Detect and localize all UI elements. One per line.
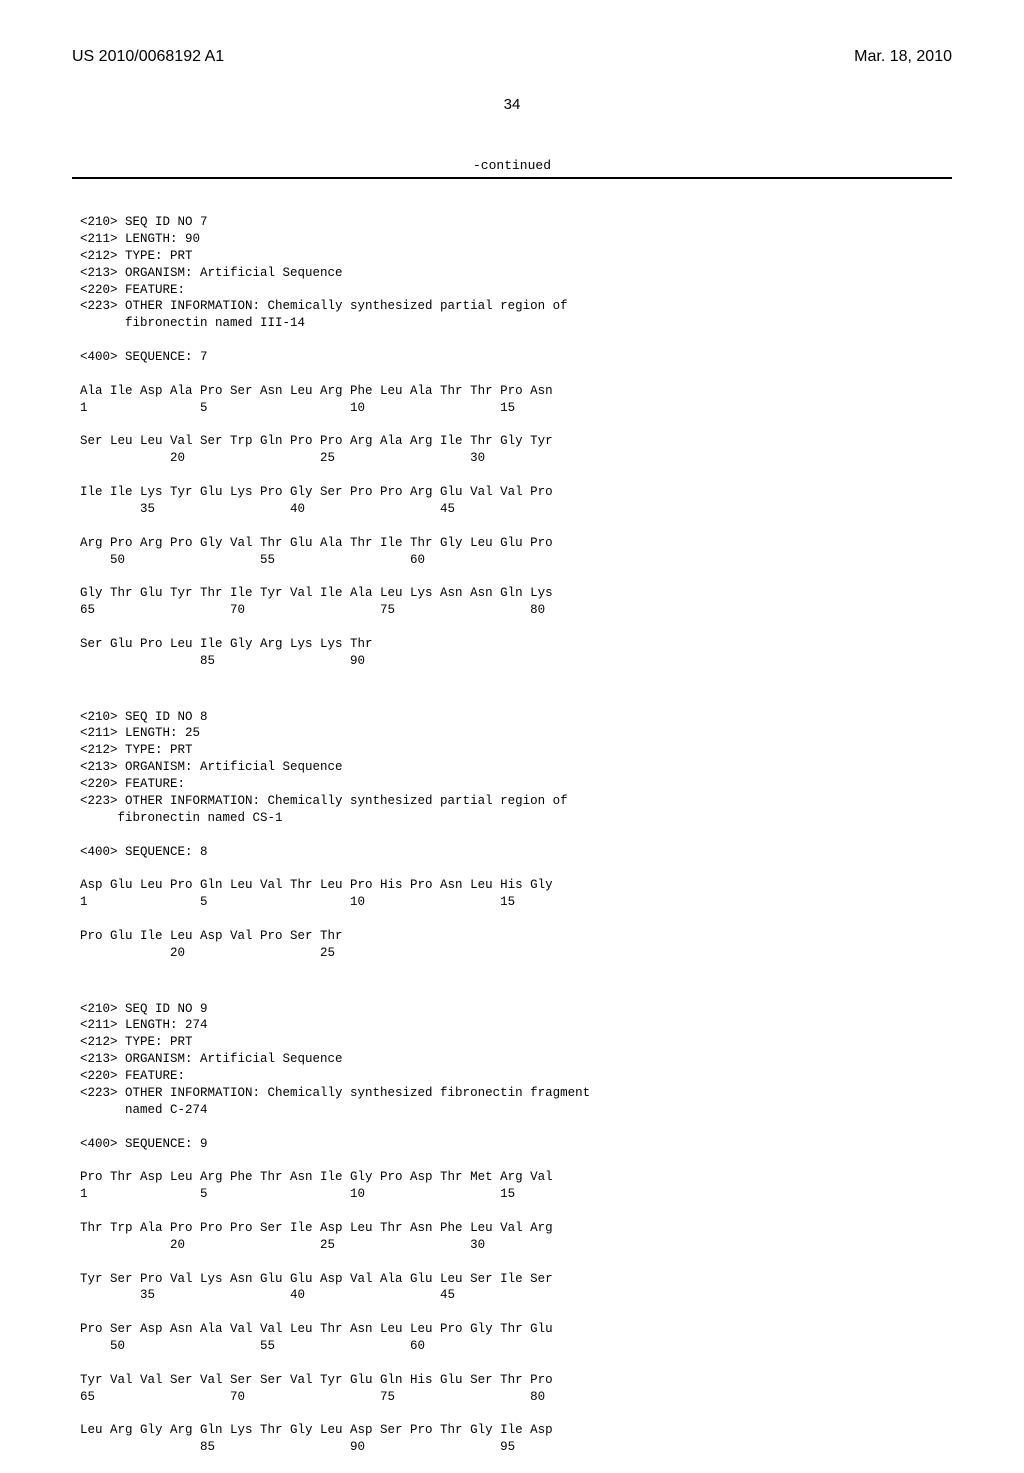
- amino-acid-row: Tyr Val Val Ser Val Ser Ser Val Tyr Glu …: [80, 1372, 952, 1389]
- sequence-header: <400> SEQUENCE: 9: [80, 1136, 952, 1153]
- position-row: 1 5 10 15: [80, 400, 952, 417]
- position-row: 50 55 60: [80, 552, 952, 569]
- meta-line: <213> ORGANISM: Artificial Sequence: [80, 265, 952, 282]
- sequence-block: <210> SEQ ID NO 7<211> LENGTH: 90<212> T…: [80, 214, 952, 687]
- meta-line: <212> TYPE: PRT: [80, 742, 952, 759]
- amino-acid-row: Pro Thr Asp Leu Arg Phe Thr Asn Ile Gly …: [80, 1169, 952, 1186]
- position-row: 20 25: [80, 945, 952, 962]
- meta-line: fibronectin named CS-1: [80, 810, 952, 827]
- amino-acid-row: Tyr Ser Pro Val Lys Asn Glu Glu Asp Val …: [80, 1271, 952, 1288]
- header: US 2010/0068192 A1 Mar. 18, 2010: [72, 48, 952, 66]
- meta-line: <213> ORGANISM: Artificial Sequence: [80, 1051, 952, 1068]
- meta-line: named C-274: [80, 1102, 952, 1119]
- meta-line: <211> LENGTH: 274: [80, 1017, 952, 1034]
- meta-line: <212> TYPE: PRT: [80, 248, 952, 265]
- sequence-listing: <210> SEQ ID NO 7<211> LENGTH: 90<212> T…: [72, 214, 952, 1473]
- meta-line: <220> FEATURE:: [80, 282, 952, 299]
- meta-line: fibronectin named III-14: [80, 315, 952, 332]
- meta-line: <213> ORGANISM: Artificial Sequence: [80, 759, 952, 776]
- amino-acid-row: Thr Trp Ala Pro Pro Pro Ser Ile Asp Leu …: [80, 1220, 952, 1237]
- position-row: 1 5 10 15: [80, 1186, 952, 1203]
- sequence-header: <400> SEQUENCE: 8: [80, 844, 952, 861]
- meta-line: <220> FEATURE:: [80, 776, 952, 793]
- position-row: 1 5 10 15: [80, 894, 952, 911]
- meta-line: <223> OTHER INFORMATION: Chemically synt…: [80, 1085, 952, 1102]
- position-row: 35 40 45: [80, 1287, 952, 1304]
- meta-line: <212> TYPE: PRT: [80, 1034, 952, 1051]
- position-row: 20 25 30: [80, 1237, 952, 1254]
- amino-acid-row: Pro Ser Asp Asn Ala Val Val Leu Thr Asn …: [80, 1321, 952, 1338]
- meta-line: <210> SEQ ID NO 7: [80, 214, 952, 231]
- amino-acid-row: Leu Arg Gly Arg Gln Lys Thr Gly Leu Asp …: [80, 1422, 952, 1439]
- sequence-header: <400> SEQUENCE: 7: [80, 349, 952, 366]
- meta-line: <210> SEQ ID NO 9: [80, 1001, 952, 1018]
- publication-date: Mar. 18, 2010: [854, 48, 952, 66]
- divider: [72, 177, 952, 179]
- amino-acid-row: Ile Ile Lys Tyr Glu Lys Pro Gly Ser Pro …: [80, 484, 952, 501]
- amino-acid-row: Pro Glu Ile Leu Asp Val Pro Ser Thr: [80, 928, 952, 945]
- amino-acid-row: Gly Thr Glu Tyr Thr Ile Tyr Val Ile Ala …: [80, 585, 952, 602]
- position-row: 65 70 75 80: [80, 1389, 952, 1406]
- meta-line: <211> LENGTH: 25: [80, 725, 952, 742]
- position-row: 50 55 60: [80, 1338, 952, 1355]
- sequence-block: <210> SEQ ID NO 8<211> LENGTH: 25<212> T…: [80, 709, 952, 979]
- amino-acid-row: Ser Leu Leu Val Ser Trp Gln Pro Pro Arg …: [80, 433, 952, 450]
- meta-line: <223> OTHER INFORMATION: Chemically synt…: [80, 298, 952, 315]
- page-number: 34: [72, 96, 952, 113]
- position-row: 85 90: [80, 653, 952, 670]
- amino-acid-row: Asp Glu Leu Pro Gln Leu Val Thr Leu Pro …: [80, 877, 952, 894]
- continued-label: -continued: [72, 158, 952, 173]
- amino-acid-row: Ala Ile Asp Ala Pro Ser Asn Leu Arg Phe …: [80, 383, 952, 400]
- publication-number: US 2010/0068192 A1: [72, 48, 224, 66]
- meta-line: <220> FEATURE:: [80, 1068, 952, 1085]
- position-row: 65 70 75 80: [80, 602, 952, 619]
- position-row: 20 25 30: [80, 450, 952, 467]
- meta-line: <210> SEQ ID NO 8: [80, 709, 952, 726]
- amino-acid-row: Arg Pro Arg Pro Gly Val Thr Glu Ala Thr …: [80, 535, 952, 552]
- meta-line: <211> LENGTH: 90: [80, 231, 952, 248]
- amino-acid-row: Ser Glu Pro Leu Ile Gly Arg Lys Lys Thr: [80, 636, 952, 653]
- position-row: 35 40 45: [80, 501, 952, 518]
- meta-line: <223> OTHER INFORMATION: Chemically synt…: [80, 793, 952, 810]
- sequence-block: <210> SEQ ID NO 9<211> LENGTH: 274<212> …: [80, 1001, 952, 1473]
- position-row: 85 90 95: [80, 1439, 952, 1456]
